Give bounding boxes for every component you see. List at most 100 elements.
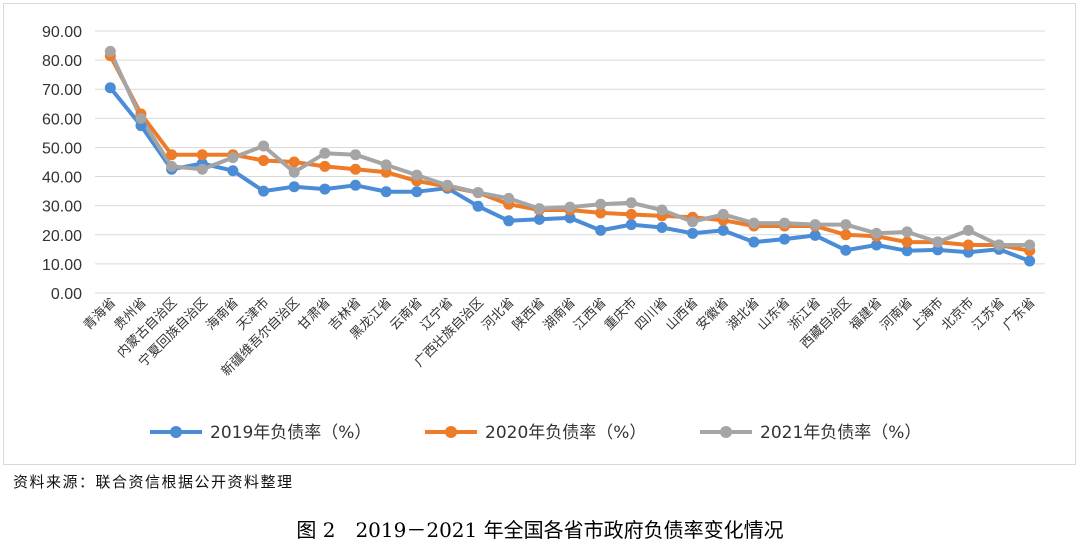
x-tick-label: 重庆市 (601, 295, 640, 334)
x-tick-label: 安徽省 (694, 295, 732, 333)
data-point-s0-10 (411, 186, 423, 198)
data-point-s2-21 (748, 217, 760, 229)
data-point-s0-19 (687, 227, 699, 239)
data-point-s0-21 (748, 236, 760, 248)
data-point-s1-16 (595, 207, 607, 219)
data-point-s2-11 (441, 179, 453, 191)
x-tick-label: 海南省 (203, 295, 242, 334)
data-point-s0-27 (932, 244, 944, 256)
data-point-s2-24 (840, 219, 852, 231)
y-tick-label: 90.00 (42, 24, 82, 41)
data-point-s1-3 (196, 149, 208, 161)
legend-marker-0 (170, 426, 182, 438)
data-point-s0-13 (503, 215, 515, 227)
x-tick-label: 广东省 (1000, 295, 1038, 333)
y-tick-label: 10.00 (42, 257, 82, 274)
data-point-s2-20 (717, 208, 729, 220)
x-tick-label: 湖南省 (540, 295, 579, 334)
y-tick-label: 40.00 (42, 170, 82, 187)
data-point-s0-15 (564, 212, 576, 224)
y-tick-label: 0.00 (51, 286, 82, 303)
x-tick-label: 河南省 (877, 295, 916, 334)
data-point-s2-19 (687, 216, 699, 228)
data-point-s2-1 (135, 112, 147, 124)
data-point-s2-2 (166, 160, 178, 172)
y-tick-label: 20.00 (42, 228, 82, 245)
line-chart: 0.00 10.00 20.00 30.00 40.00 50.00 60.00 70.00 8… (42, 24, 1045, 443)
data-point-s1-5 (258, 155, 270, 167)
data-point-s1-7 (319, 160, 331, 172)
y-tick-label: 30.00 (42, 199, 82, 216)
data-point-s0-5 (258, 185, 270, 197)
data-point-s1-2 (166, 149, 178, 161)
data-point-s0-23 (809, 229, 821, 241)
data-point-s0-12 (472, 200, 484, 212)
data-point-s2-15 (564, 201, 576, 213)
x-tick-label: 河北省 (479, 295, 517, 333)
data-point-s2-13 (503, 192, 515, 204)
data-point-s0-16 (595, 224, 607, 236)
data-point-s2-10 (411, 169, 423, 181)
source-note: 资料来源：联合资信根据公开资料整理 (13, 473, 294, 491)
legend-label-2: 2021年负债率（%） (760, 423, 921, 443)
data-point-s0-0 (104, 82, 116, 94)
data-point-s2-22 (779, 217, 791, 229)
data-point-s2-3 (196, 163, 208, 175)
data-point-s2-7 (319, 147, 331, 159)
x-tick-label: 四川省 (633, 295, 671, 333)
x-tick-label: 甘肃省 (295, 295, 333, 333)
data-point-s0-18 (656, 222, 668, 233)
data-point-s2-23 (809, 219, 821, 231)
legend-marker-2 (720, 426, 732, 438)
x-tick-label: 陕西省 (510, 295, 548, 333)
figure-caption: 图 2 2019－2021 年全国各省市政府负债率变化情况 (296, 518, 784, 542)
data-point-s2-30 (1024, 239, 1036, 251)
x-tick-label: 湖北省 (725, 295, 763, 333)
data-point-s2-5 (258, 140, 270, 152)
x-tick-label: 上海市 (908, 295, 947, 334)
data-point-s0-9 (380, 186, 392, 198)
data-point-s0-8 (349, 179, 361, 191)
data-point-s2-29 (993, 239, 1005, 251)
x-tick-label: 江苏省 (969, 295, 1008, 334)
y-tick-label: 70.00 (42, 82, 82, 99)
data-point-s1-28 (962, 239, 974, 251)
data-point-s0-17 (625, 219, 637, 231)
x-tick-label: 江西省 (571, 295, 609, 333)
data-point-s2-9 (380, 159, 392, 171)
legend-label-0: 2019年负债率（%） (210, 423, 371, 443)
data-point-s0-24 (840, 244, 852, 256)
x-tick-label: 福建省 (847, 295, 885, 333)
data-point-s2-6 (288, 166, 300, 178)
legend-label-1: 2020年负债率（%） (485, 423, 646, 443)
data-point-s2-27 (932, 236, 944, 248)
data-point-s1-24 (840, 229, 852, 241)
data-point-s2-0 (104, 45, 116, 57)
data-point-s1-6 (288, 156, 300, 168)
data-point-s0-14 (533, 213, 545, 225)
data-point-s1-17 (625, 208, 637, 220)
legend-marker-1 (445, 426, 457, 438)
x-tick-label: 云南省 (387, 295, 426, 334)
y-tick-label: 60.00 (42, 111, 82, 128)
data-point-s0-7 (319, 183, 331, 195)
data-point-s2-12 (472, 187, 484, 199)
y-tick-label: 80.00 (42, 53, 82, 70)
data-point-s2-16 (595, 198, 607, 210)
y-tick-label: 50.00 (42, 140, 82, 157)
data-point-s2-26 (901, 226, 913, 238)
data-point-s2-18 (656, 204, 668, 216)
x-tick-label: 山东省 (755, 295, 793, 333)
x-tick-label: 青海省 (81, 295, 119, 333)
data-point-s2-14 (533, 203, 545, 215)
data-point-s0-30 (1024, 255, 1036, 267)
data-point-s0-22 (779, 233, 791, 245)
data-point-s2-17 (625, 197, 637, 209)
data-point-s2-28 (962, 224, 974, 236)
data-point-s0-20 (717, 224, 729, 236)
x-tick-label: 山西省 (663, 295, 701, 333)
data-point-s1-8 (349, 163, 361, 175)
data-point-s1-26 (901, 236, 913, 248)
data-point-s0-4 (227, 165, 239, 177)
data-point-s0-25 (870, 239, 882, 251)
